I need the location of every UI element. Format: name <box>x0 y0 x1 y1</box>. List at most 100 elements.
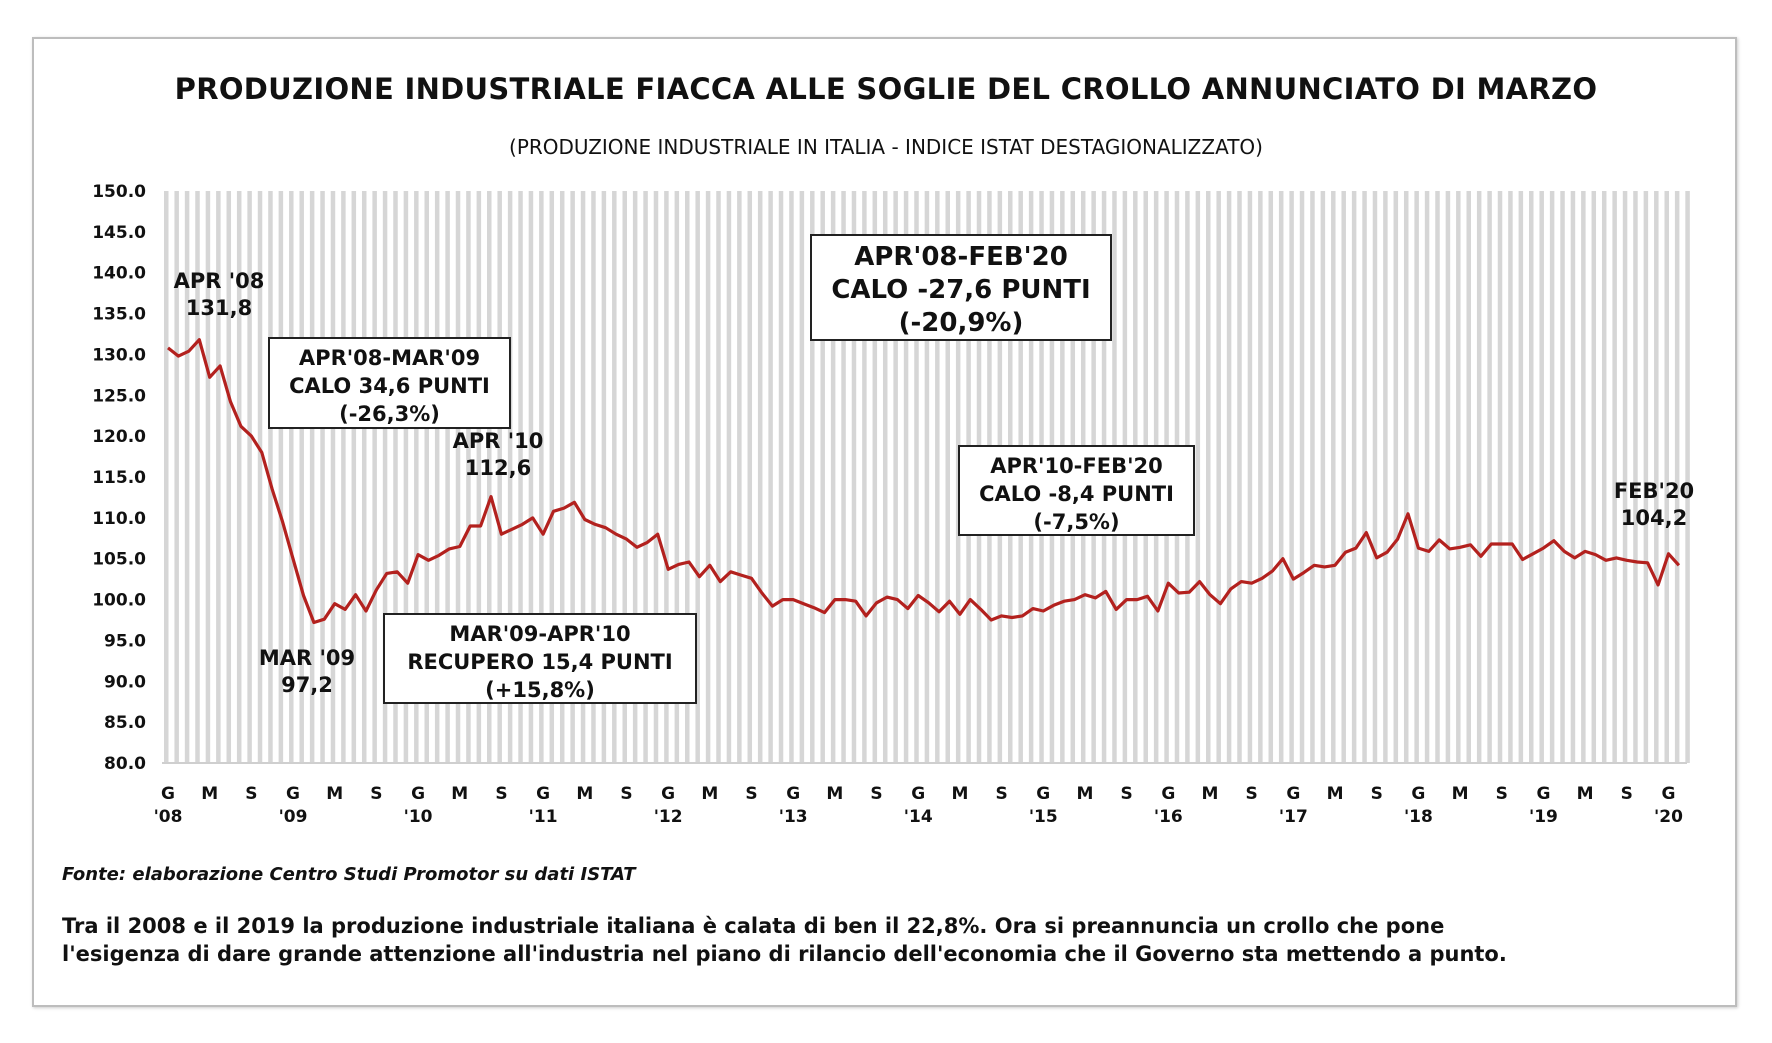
grid-stripe <box>278 191 284 763</box>
grid-stripe <box>1289 191 1294 763</box>
grid-stripe <box>382 191 388 763</box>
grid-stripe <box>570 191 575 763</box>
grid-stripe <box>195 191 200 763</box>
x-tick-label: M <box>951 784 968 804</box>
grid-stripe <box>1310 191 1315 763</box>
grid-stripe <box>424 191 429 763</box>
source-note: Fonte: elaborazione Centro Studi Promoto… <box>62 864 636 885</box>
grid-stripe <box>216 191 221 763</box>
grid-stripe <box>164 191 169 763</box>
grid-stripe <box>716 191 721 763</box>
grid-stripe <box>1601 191 1607 763</box>
grid-stripe <box>1362 191 1367 763</box>
x-tick-label: S <box>745 784 757 804</box>
x-tick-label: S <box>1246 784 1258 804</box>
annotation-line: CALO -27,6 PUNTI <box>831 275 1091 305</box>
y-tick-label: 120.0 <box>92 427 146 447</box>
grid-stripe <box>184 191 190 763</box>
grid-stripe <box>799 191 805 763</box>
grid-stripe <box>1206 191 1211 763</box>
grid-stripe <box>205 191 211 763</box>
grid-stripe <box>1539 191 1544 763</box>
x-tick-year-label: '12 <box>654 807 683 827</box>
grid-stripe <box>299 191 304 763</box>
grid-stripe <box>1393 191 1399 763</box>
grid-stripe <box>1414 191 1419 763</box>
grid-stripe <box>903 191 909 763</box>
grid-stripe <box>643 191 648 763</box>
x-tick-label: G <box>1411 784 1425 804</box>
x-tick-year-label: '08 <box>154 807 183 827</box>
grid-stripe <box>1424 191 1430 763</box>
annotation-line: APR'08-FEB'20 <box>854 242 1068 272</box>
grid-stripe <box>1268 191 1274 763</box>
grid-stripe <box>1383 191 1388 763</box>
grid-stripe <box>351 191 357 763</box>
annotation-line: (-26,3%) <box>339 402 440 426</box>
point-label-line: MAR '09 <box>258 646 356 670</box>
grid-stripe <box>1622 191 1628 763</box>
x-tick-label: M <box>451 784 468 804</box>
x-tick-label: G <box>1036 784 1050 804</box>
grid-stripe <box>820 191 825 763</box>
point-label-value: 131,8 <box>185 296 253 320</box>
grid-stripe <box>257 191 263 763</box>
grid-stripe <box>1247 191 1253 763</box>
x-tick-label: G <box>786 784 800 804</box>
grid-stripe <box>1226 191 1232 763</box>
annotation-box-apr08-mar09: APR'08-MAR'09 CALO 34,6 PUNTI (-26,3%) <box>268 337 511 429</box>
x-tick-label: S <box>1496 784 1508 804</box>
series-line <box>167 338 1681 625</box>
annotation-box-apr08-feb20: APR'08-FEB'20 CALO -27,6 PUNTI (-20,9%) <box>810 234 1112 341</box>
grid-stripe <box>1581 191 1586 763</box>
grid-stripe <box>309 191 315 763</box>
annotation-line: (-20,9%) <box>898 308 1024 338</box>
grid-stripe <box>862 191 867 763</box>
annotation-line: RECUPERO 15,4 PUNTI <box>407 650 673 674</box>
grid-stripe <box>507 191 513 763</box>
x-tick-label: S <box>1371 784 1383 804</box>
x-tick-label: G <box>1536 784 1550 804</box>
x-tick-label: G <box>536 784 550 804</box>
grid-stripe <box>236 191 242 763</box>
grid-stripe <box>414 191 419 763</box>
x-tick-label: G <box>1661 784 1675 804</box>
grid-stripe <box>945 191 950 763</box>
annotation-line: CALO -8,4 PUNTI <box>979 482 1174 506</box>
grid-stripe <box>737 191 742 763</box>
annotation-box-mar09-apr10: MAR'09-APR'10 RECUPERO 15,4 PUNTI (+15,8… <box>383 613 697 704</box>
commentary-line: l'esigenza di dare grande attenzione all… <box>62 942 1507 966</box>
grid-stripe <box>757 191 763 763</box>
commentary-text: Tra il 2008 e il 2019 la produzione indu… <box>62 912 1722 968</box>
x-tick-label: G <box>161 784 175 804</box>
x-tick-label: M <box>201 784 218 804</box>
y-tick-label: 110.0 <box>92 509 146 529</box>
point-label-line: APR '08 <box>173 269 265 293</box>
grid-stripe <box>1664 191 1669 763</box>
grid-stripe <box>830 191 836 763</box>
chart-subtitle: (PRODUZIONE INDUSTRIALE IN ITALIA - INDI… <box>509 135 1263 159</box>
commentary-line: Tra il 2008 e il 2019 la produzione indu… <box>62 914 1445 938</box>
grid-stripe <box>580 191 586 763</box>
x-tick-label: S <box>1121 784 1133 804</box>
x-tick-label: M <box>701 784 718 804</box>
x-tick-label: S <box>620 784 632 804</box>
grid-stripe <box>528 191 534 763</box>
grid-stripe <box>601 191 607 763</box>
grid-stripe <box>695 191 700 763</box>
grid-stripe <box>810 191 815 763</box>
y-tick-label: 85.0 <box>104 713 146 733</box>
grid-stripe <box>1445 191 1451 763</box>
grid-stripe <box>705 191 711 763</box>
grid-stripe <box>1237 191 1242 763</box>
grid-stripe <box>872 191 878 763</box>
grid-stripe <box>476 191 482 763</box>
y-tick-label: 125.0 <box>92 386 146 406</box>
grid-stripe <box>320 191 325 763</box>
point-label-apr10: APR '10 112,6 <box>438 428 558 482</box>
x-tick-label: G <box>286 784 300 804</box>
y-tick-label: 80.0 <box>104 754 146 774</box>
grid-stripe <box>1685 191 1690 763</box>
y-tick-label: 130.0 <box>92 345 146 365</box>
